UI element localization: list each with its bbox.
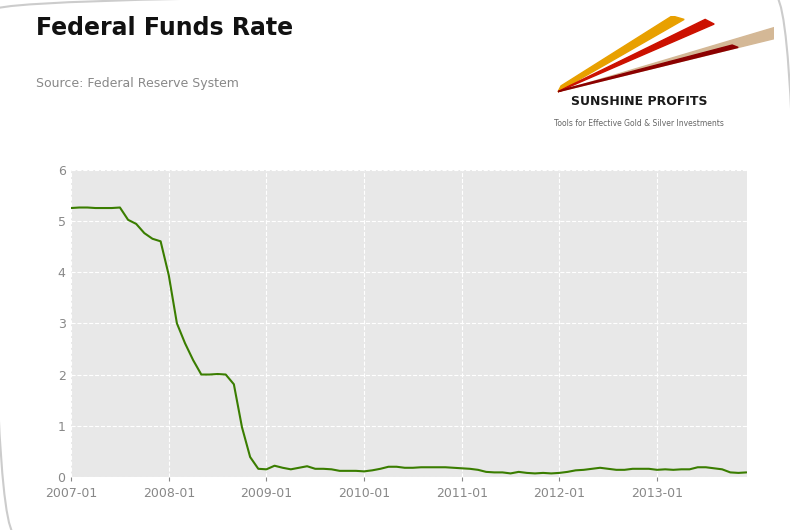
Polygon shape bbox=[558, 20, 714, 92]
Text: SUNSHINE PROFITS: SUNSHINE PROFITS bbox=[571, 95, 707, 108]
Text: Federal Funds Rate: Federal Funds Rate bbox=[36, 16, 292, 40]
Text: Tools for Effective Gold & Silver Investments: Tools for Effective Gold & Silver Invest… bbox=[554, 119, 724, 128]
Polygon shape bbox=[558, 28, 786, 92]
Text: Source: Federal Reserve System: Source: Federal Reserve System bbox=[36, 77, 239, 90]
Polygon shape bbox=[558, 45, 738, 92]
Polygon shape bbox=[558, 16, 684, 92]
